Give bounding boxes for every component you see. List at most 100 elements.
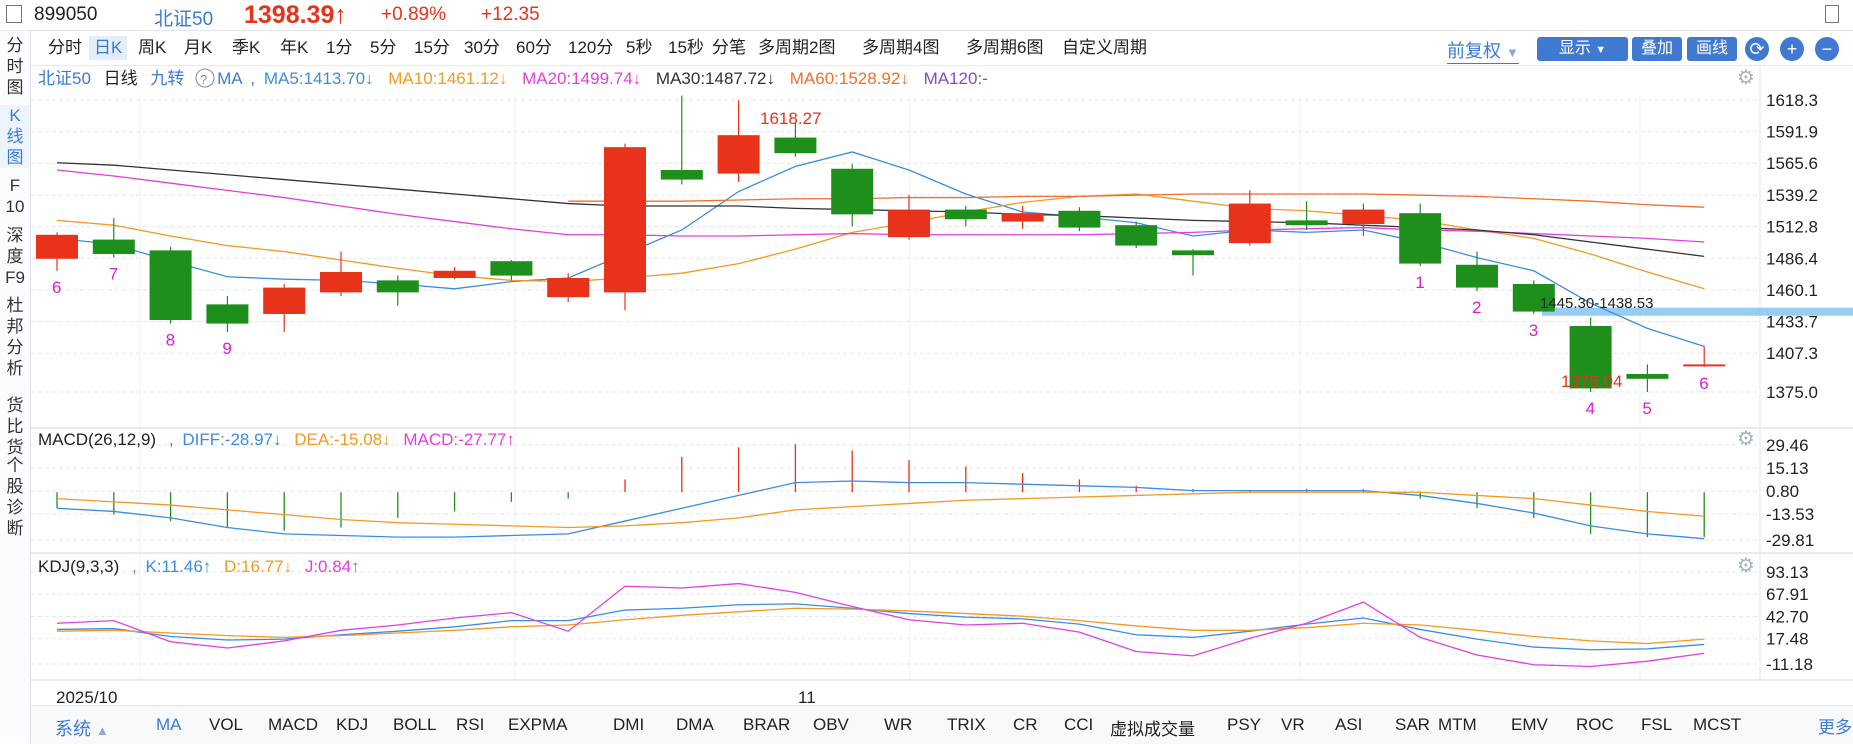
indicator-tab[interactable]: RSI <box>456 715 485 734</box>
fuquan-dropdown[interactable]: 前复权 ▼ <box>1447 37 1519 64</box>
candle-body <box>831 168 874 215</box>
draw-button[interactable]: 画线 <box>1687 37 1737 61</box>
indicator-tab[interactable]: PSY <box>1227 715 1262 734</box>
indicator-tab[interactable]: BOLL <box>393 715 437 734</box>
period-tab[interactable]: 多周期4图 <box>862 38 940 57</box>
indicator-tab[interactable]: KDJ <box>336 715 369 734</box>
left-tab-6[interactable]: 个股诊断 <box>6 456 24 538</box>
quote-header: 899050 北证50 1398.39↑ +0.89% +12.35 <box>0 0 1853 31</box>
indicator-tab[interactable]: TRIX <box>947 715 986 734</box>
candle-body <box>944 209 987 220</box>
indicator-tab[interactable]: OBV <box>813 715 849 734</box>
period-tab[interactable]: 30分 <box>464 38 500 57</box>
period-tab[interactable]: 自定义周期 <box>1062 38 1147 57</box>
candle-body <box>263 287 306 314</box>
change-percent: +0.89% <box>381 4 446 25</box>
nine-turn-label: 5 <box>1642 399 1651 418</box>
indicator-tab[interactable]: MTM <box>1438 715 1477 734</box>
macd-axis-label: 15.13 <box>1766 459 1809 478</box>
overlay-button[interactable]: 叠加 <box>1632 37 1682 61</box>
period-tab[interactable]: 年K <box>280 38 309 57</box>
macd-value: MACD:-27.77↑ <box>403 430 514 449</box>
period-tab[interactable]: 15秒 <box>668 38 704 57</box>
indicator-tab[interactable]: WR <box>884 715 913 734</box>
macd-dea-line <box>56 491 1705 529</box>
period-tab[interactable]: 月K <box>184 38 213 57</box>
period-tab[interactable]: 1分 <box>326 38 353 57</box>
refresh-icon[interactable]: ⟳ <box>1745 37 1769 61</box>
macd-diff-line <box>56 480 1705 540</box>
left-tab-0[interactable]: 分时图 <box>6 36 24 97</box>
macd-diff: DIFF:-28.97↓ <box>182 430 281 449</box>
more-link[interactable]: 更多 <box>1818 718 1852 737</box>
plus-icon[interactable]: + <box>1780 37 1804 61</box>
kdj-axis-label: 93.13 <box>1766 563 1809 582</box>
kline-chart[interactable]: 6 7 8 9 1 2 3 4 5 6 1618.3 1591.9 1565.6 1539.2 1512.… <box>31 66 1853 705</box>
settings-gear-icon[interactable]: ⚙ <box>1737 67 1755 89</box>
candle-body <box>1001 213 1044 222</box>
period-tab[interactable]: 季K <box>232 38 261 57</box>
period-tab[interactable]: 5秒 <box>626 38 653 57</box>
indicator-tab[interactable]: MCST <box>1693 715 1742 734</box>
indicator-tab[interactable]: CCI <box>1064 715 1094 734</box>
macd-axis-label: 0.80 <box>1766 482 1799 501</box>
left-tab-2[interactable]: F 10 <box>5 176 25 216</box>
show-button[interactable]: 显示 ▼ <box>1537 37 1628 61</box>
nine-turn-label: 3 <box>1529 321 1538 340</box>
indicator-tab[interactable]: 虚拟成交量 <box>1110 720 1195 739</box>
indicator-tab[interactable]: DMA <box>676 715 714 734</box>
indicator-tab[interactable]: BRAR <box>743 715 791 734</box>
indicator-tab[interactable]: EMV <box>1511 715 1548 734</box>
ma30-line <box>56 162 1705 258</box>
price-axis-label: 1433.7 <box>1766 313 1818 332</box>
period-tab[interactable]: 5分 <box>370 38 397 57</box>
period-tab[interactable]: 分笔 <box>712 38 746 57</box>
indicator-tab[interactable]: VR <box>1281 715 1305 734</box>
period-tab[interactable]: 多周期6图 <box>966 38 1044 57</box>
period-tab[interactable]: 多周期2图 <box>758 38 836 57</box>
sidebar-toggle-icon[interactable] <box>6 5 22 23</box>
settings-gear-icon[interactable]: ⚙ <box>1737 555 1755 577</box>
show-label: 显示 <box>1558 40 1591 57</box>
candle-body <box>1172 250 1214 256</box>
period-tab[interactable]: 日K <box>89 36 128 60</box>
left-tab-5[interactable]: 货比货 <box>6 396 24 457</box>
minus-icon[interactable]: − <box>1815 37 1839 61</box>
indicator-tab[interactable]: FSL <box>1641 715 1673 734</box>
system-dropdown[interactable]: 系统 ▲ <box>55 719 109 739</box>
legend-ma10: MA10:1461.12↓ <box>388 69 507 88</box>
period-tab[interactable]: 15分 <box>414 38 450 57</box>
kdj-k-line <box>56 603 1705 651</box>
kdj-j: J:0.84↑ <box>305 557 360 576</box>
kdj-axis-label: 67.91 <box>1766 585 1809 604</box>
settings-gear-icon[interactable]: ⚙ <box>1737 428 1755 450</box>
period-tab[interactable]: 120分 <box>568 38 614 57</box>
help-icon[interactable] <box>195 68 215 88</box>
indicator-tab[interactable]: SAR <box>1395 715 1430 734</box>
indicator-tab[interactable]: DMI <box>613 715 645 734</box>
left-tab-3[interactable]: 深度 F9 <box>5 226 25 287</box>
fuquan-label: 前复权 <box>1447 41 1501 61</box>
left-tab-4[interactable]: 杜邦分析 <box>6 296 24 378</box>
indicator-tab[interactable]: MACD <box>268 715 319 734</box>
candle-body <box>490 261 533 276</box>
legend-ma60: MA60:1528.92↓ <box>790 69 909 88</box>
indicator-tab[interactable]: ROC <box>1576 715 1614 734</box>
ma-lines <box>56 151 1705 348</box>
window-toggle-icon[interactable] <box>1825 5 1839 23</box>
indicator-tab[interactable]: ASI <box>1335 715 1363 734</box>
price-axis-label: 1375.0 <box>1766 383 1818 402</box>
price-axis-label: 1539.2 <box>1766 186 1818 205</box>
stock-code: 899050 <box>34 4 98 25</box>
indicator-tab[interactable]: VOL <box>209 715 244 734</box>
period-tab[interactable]: 周K <box>138 38 167 57</box>
indicator-tab[interactable]: MA <box>156 715 182 734</box>
period-tab[interactable]: 分时 <box>48 38 82 57</box>
candle-body <box>92 239 135 254</box>
indicator-tab[interactable]: EXPMA <box>508 715 568 734</box>
macd-pane <box>56 444 1705 540</box>
period-tab[interactable]: 60分 <box>516 38 552 57</box>
indicator-tab[interactable]: CR <box>1013 715 1038 734</box>
price-axis-label: 1460.1 <box>1766 281 1818 300</box>
